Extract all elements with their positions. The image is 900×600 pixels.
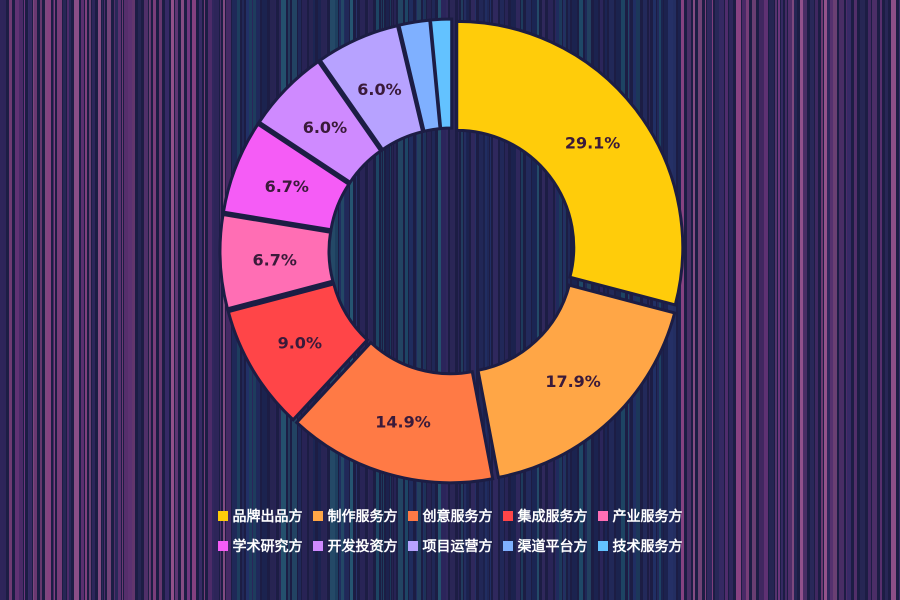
slice-2 xyxy=(476,283,677,480)
legend-label: 创意服务方 xyxy=(422,509,493,525)
legend-item-6: 学术研究方 xyxy=(217,536,303,556)
legend-item-8: 项目运营方 xyxy=(407,536,493,556)
data-label-8: 6.0% xyxy=(357,80,401,99)
legend-item-3: 创意服务方 xyxy=(407,506,493,526)
legend-item-2: 制作服务方 xyxy=(312,506,398,526)
legend-label: 学术研究方 xyxy=(232,539,303,555)
legend-swatch xyxy=(407,541,418,551)
legend-row-1: 品牌出品方 制作服务方 创意服务方 集成服务方 产业服务方 xyxy=(0,506,900,526)
slice-7 xyxy=(257,59,383,185)
legend-swatch xyxy=(597,511,608,521)
legend-label: 集成服务方 xyxy=(517,509,588,525)
data-label-4: 9.0% xyxy=(278,333,322,352)
legend-swatch xyxy=(502,511,513,521)
legend-swatch xyxy=(217,511,228,521)
slice-3 xyxy=(294,340,495,485)
legend-label: 品牌出品方 xyxy=(232,509,303,525)
legend-item-5: 产业服务方 xyxy=(597,506,683,526)
slice-6 xyxy=(221,122,351,232)
data-label-1: 29.1% xyxy=(565,134,621,153)
data-label-3: 14.9% xyxy=(375,413,431,432)
legend-item-4: 集成服务方 xyxy=(502,506,588,526)
slice-1 xyxy=(455,19,685,307)
legend-row-2: 学术研究方 开发投资方 项目运营方 渠道平台方 技术服务方 xyxy=(0,536,900,556)
legend-item-1: 品牌出品方 xyxy=(217,506,303,526)
legend-label: 技术服务方 xyxy=(612,539,683,555)
legend-swatch xyxy=(312,541,323,551)
legend-swatch xyxy=(407,511,418,521)
slice-4 xyxy=(226,282,370,422)
legend-swatch xyxy=(597,541,608,551)
legend-label: 制作服务方 xyxy=(327,509,398,525)
data-label-6: 6.7% xyxy=(265,177,309,196)
legend-label: 渠道平台方 xyxy=(517,539,588,555)
legend-label: 项目运营方 xyxy=(422,539,493,555)
legend-item-10: 技术服务方 xyxy=(597,536,683,556)
data-label-7: 6.0% xyxy=(303,118,347,137)
data-label-5: 6.7% xyxy=(253,250,297,269)
slice-5 xyxy=(218,212,335,311)
legend-swatch xyxy=(217,541,228,551)
legend-label: 开发投资方 xyxy=(327,539,398,555)
legend-swatch xyxy=(502,541,513,551)
legend-swatch xyxy=(312,511,323,521)
legend-item-7: 开发投资方 xyxy=(312,536,398,556)
data-label-2: 17.9% xyxy=(545,372,601,391)
slice-8 xyxy=(318,23,425,152)
legend-label: 产业服务方 xyxy=(612,509,683,525)
slice-10 xyxy=(428,17,454,131)
legend-item-9: 渠道平台方 xyxy=(502,536,588,556)
